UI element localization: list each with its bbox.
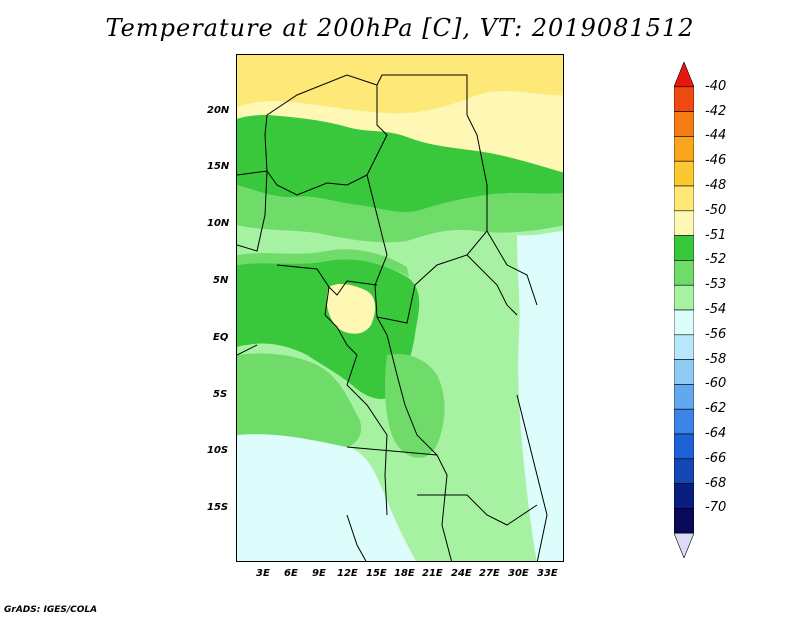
colorbar-bottom-arrow (674, 532, 694, 558)
colorbar-label: -56 (705, 326, 727, 342)
colorbar-box (674, 483, 694, 509)
colorbar-box (674, 458, 694, 484)
colorbar-label: -51 (705, 227, 727, 243)
colorbar-label: -66 (705, 450, 727, 466)
colorbar-label: -60 (705, 376, 727, 392)
colorbar-box (674, 185, 694, 212)
lon-label-21e: 21E (422, 568, 443, 579)
lon-label-6e: 6E (284, 568, 298, 579)
colorbar-top-arrow (674, 62, 694, 88)
lat-label-10n: 10N (207, 218, 230, 229)
colorbar-label: -62 (705, 401, 727, 417)
credit-text: GrADS: IGES/COLA (4, 605, 98, 615)
colorbar-box (674, 309, 694, 336)
colorbar-label: -46 (705, 153, 727, 169)
colorbar-label: -68 (705, 475, 727, 491)
colorbar-label: -54 (705, 302, 727, 317)
colorbar-box (674, 334, 694, 360)
colorbar-label: -50 (705, 202, 727, 218)
colorbar-box (674, 136, 694, 162)
lon-label-9e: 9E (312, 568, 326, 579)
lat-label-15s: 15S (207, 502, 229, 513)
lon-label-24e: 24E (451, 568, 472, 579)
lon-label-18e: 18E (394, 568, 415, 579)
colorbar-label: -40 (705, 78, 727, 94)
colorbar-label: -58 (705, 351, 727, 367)
colorbar-box (674, 384, 694, 410)
lat-label-10s: 10S (207, 445, 229, 456)
lat-label-eq: EQ (213, 332, 229, 343)
colorbar-box (674, 508, 694, 534)
colorbar-label: -52 (705, 252, 727, 268)
colorbar-box (674, 235, 694, 261)
colorbar-label: -42 (705, 103, 727, 119)
colorbar-box (674, 86, 694, 112)
temperature-field (237, 55, 563, 561)
colorbar-label: -48 (705, 178, 727, 193)
lat-label-5s: 5S (213, 389, 228, 400)
colorbar-boxes (674, 62, 694, 558)
lat-label-15n: 15N (207, 161, 230, 172)
lat-label-5n: 5N (213, 275, 229, 286)
lon-label-30e: 30E (508, 568, 529, 579)
lon-label-12e: 12E (337, 568, 358, 579)
colorbar-label: -44 (705, 128, 727, 144)
colorbar-box (674, 284, 694, 311)
colorbar-box (674, 111, 694, 137)
lon-label-33e: 33E (537, 568, 558, 579)
colorbar-box (674, 260, 694, 286)
lon-label-15e: 15E (366, 568, 387, 579)
map-plot-area (236, 54, 564, 562)
colorbar-label: -53 (705, 277, 727, 293)
lon-label-27e: 27E (479, 568, 500, 579)
lat-label-20n: 20N (207, 105, 230, 116)
colorbar-box (674, 160, 694, 187)
colorbar-box (674, 433, 694, 460)
colorbar-label: -64 (705, 426, 727, 441)
colorbar (674, 62, 694, 558)
chart-title: Temperature at 200hPa [C], VT: 201908151… (105, 14, 695, 42)
colorbar-box (674, 210, 694, 236)
colorbar-label: -70 (705, 500, 727, 516)
lon-label-3e: 3E (256, 568, 270, 579)
colorbar-box (674, 359, 694, 385)
colorbar-box (674, 408, 694, 435)
